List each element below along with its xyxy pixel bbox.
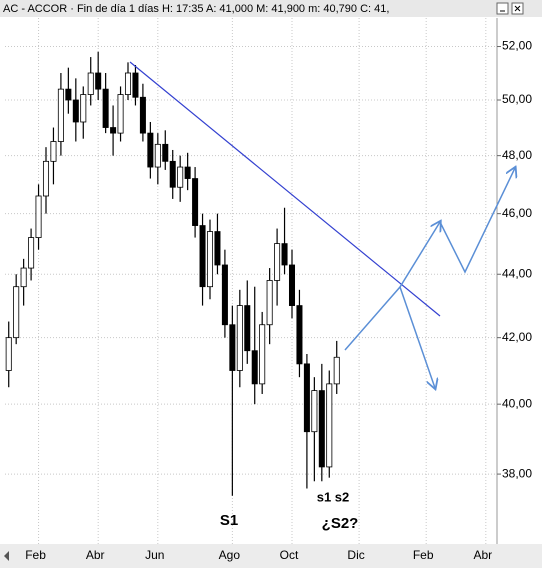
y-tick-label: 42,00 xyxy=(502,330,532,344)
candle-body xyxy=(177,166,184,188)
y-tick-label: 40,00 xyxy=(502,396,532,410)
candle-body xyxy=(288,264,296,306)
y-tick-label: 50,00 xyxy=(502,92,532,106)
candle-body xyxy=(110,127,117,134)
annotation: ¿S2? xyxy=(322,515,359,532)
candle-body xyxy=(117,94,124,134)
header-bar xyxy=(0,0,542,17)
trend-line xyxy=(129,61,441,317)
y-tick-label: 48,00 xyxy=(502,148,532,162)
x-tick-label: Dic xyxy=(347,548,364,562)
candle-body xyxy=(333,356,340,385)
candle-body xyxy=(236,305,243,371)
candle-body xyxy=(72,99,79,123)
minimize-button[interactable] xyxy=(496,2,509,15)
x-tick-label: Feb xyxy=(413,548,434,562)
candle-body xyxy=(87,72,94,95)
candle-body xyxy=(274,243,281,281)
candle-body xyxy=(318,390,325,468)
close-icon xyxy=(514,5,521,12)
candle-body xyxy=(42,160,50,197)
candle-body xyxy=(95,72,102,90)
candle-body xyxy=(206,231,214,288)
candle-body xyxy=(326,383,333,468)
x-axis-bar xyxy=(0,544,542,568)
plot-area xyxy=(5,18,501,544)
y-tick-label: 46,00 xyxy=(502,206,532,220)
candle-body xyxy=(281,243,288,266)
y-tick-label: 38,00 xyxy=(502,466,532,480)
candle-body xyxy=(214,231,221,266)
x-tick-label: Oct xyxy=(280,548,299,562)
candle-body xyxy=(199,225,206,288)
candle-body xyxy=(244,305,251,352)
candle-body xyxy=(311,390,318,433)
candle-body xyxy=(80,94,87,123)
header-text: AC - ACCOR · Fin de día 1 días H: 17:35 … xyxy=(3,3,389,15)
candle-body xyxy=(184,166,191,179)
x-tick-label: Abr xyxy=(86,548,105,562)
candle-body xyxy=(50,141,57,162)
candle-body xyxy=(28,237,35,269)
x-tick-label: Jun xyxy=(145,548,164,562)
candle-body xyxy=(139,96,146,134)
candle-body xyxy=(303,363,310,433)
candle-body xyxy=(35,195,42,238)
x-tick-label: Ago xyxy=(219,548,241,562)
candle-body xyxy=(154,143,161,168)
projection-arrow xyxy=(439,168,515,274)
candle-body xyxy=(57,88,64,142)
candle-body xyxy=(221,264,228,326)
candle-body xyxy=(259,324,266,385)
candle-body xyxy=(251,350,258,385)
candle-body xyxy=(192,178,199,226)
candle-body xyxy=(229,324,236,371)
candle-body xyxy=(296,305,303,365)
candle-body xyxy=(169,160,176,188)
annotation: S1 xyxy=(220,512,238,529)
candle-body xyxy=(124,72,132,95)
candle-body xyxy=(147,132,154,168)
y-tick-label: 44,00 xyxy=(502,266,532,280)
x-tick-label: Abr xyxy=(473,548,492,562)
candle-body xyxy=(5,337,12,371)
candle-body xyxy=(65,88,72,101)
candle-body xyxy=(102,88,109,128)
projection-arrow xyxy=(399,286,435,388)
candle-body xyxy=(20,267,27,288)
candle-body xyxy=(162,143,169,162)
candle-body xyxy=(266,280,273,326)
candle-body xyxy=(132,72,139,98)
candle-body xyxy=(13,286,20,339)
annotation: s1 s2 xyxy=(317,489,350,504)
scroll-left[interactable] xyxy=(4,551,9,561)
y-tick-label: 52,00 xyxy=(502,39,532,53)
x-tick-label: Feb xyxy=(25,548,46,562)
